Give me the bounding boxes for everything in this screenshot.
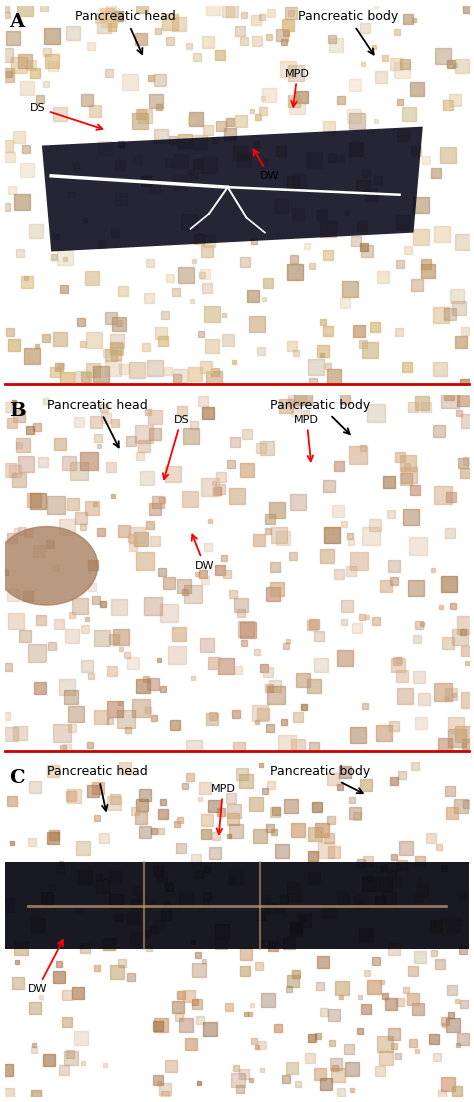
Text: DW: DW: [254, 150, 279, 181]
Text: DW: DW: [191, 534, 214, 571]
Text: Pancreatic head: Pancreatic head: [47, 399, 148, 447]
Text: DS: DS: [29, 102, 102, 130]
Text: MPD: MPD: [285, 68, 310, 107]
Text: A: A: [9, 13, 25, 31]
Text: B: B: [9, 402, 26, 420]
Text: MPD: MPD: [294, 414, 319, 462]
Text: Pancreatic body: Pancreatic body: [271, 399, 371, 434]
Polygon shape: [42, 127, 423, 251]
Text: DW: DW: [27, 940, 63, 994]
Text: Pancreatic head: Pancreatic head: [47, 766, 148, 811]
Text: Pancreatic head: Pancreatic head: [75, 10, 176, 54]
Polygon shape: [5, 862, 469, 949]
Text: DS: DS: [163, 414, 189, 479]
Text: Pancreatic body: Pancreatic body: [298, 10, 399, 54]
Circle shape: [0, 527, 98, 605]
Text: C: C: [9, 768, 25, 787]
Text: Pancreatic body: Pancreatic body: [271, 766, 371, 793]
Text: MPD: MPD: [210, 784, 236, 834]
